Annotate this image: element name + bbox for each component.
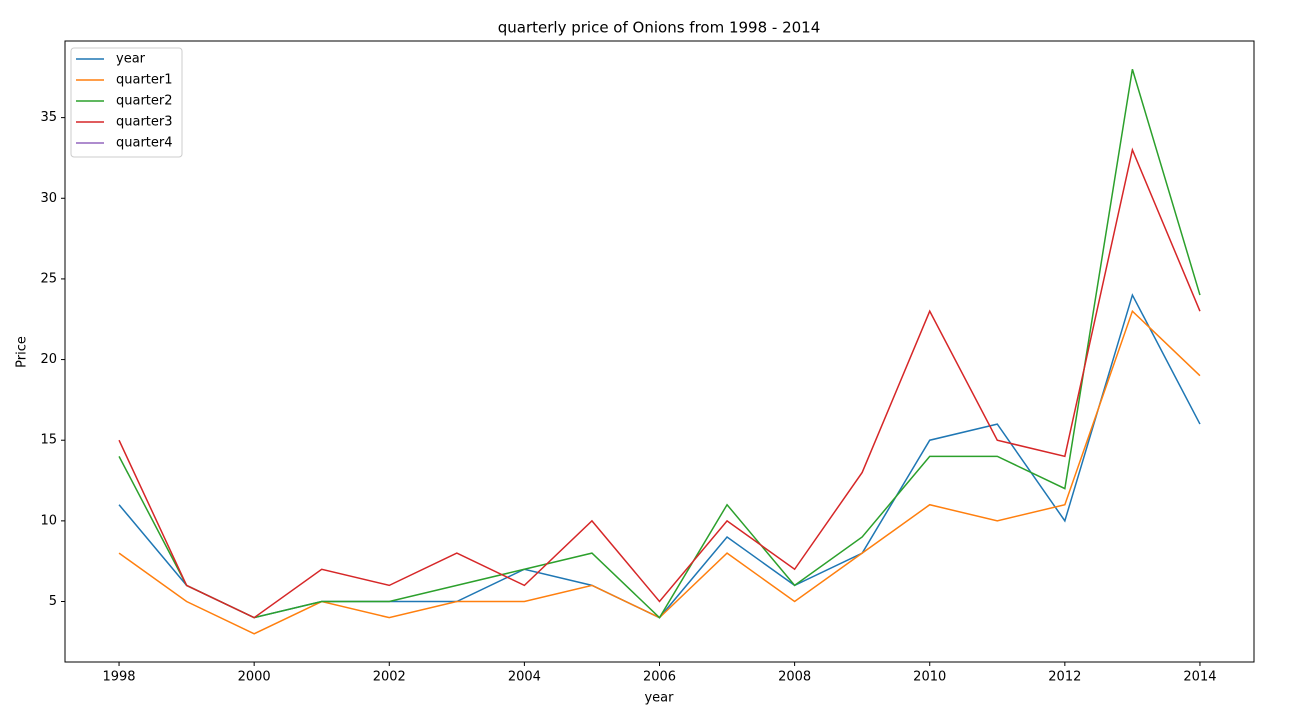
y-tick-label: 35	[40, 110, 57, 125]
y-tick-label: 10	[40, 513, 57, 528]
legend-box	[70, 47, 183, 158]
legend-label: quarter3	[116, 115, 173, 130]
x-tick-label: 2012	[1048, 670, 1081, 685]
x-tick-label: 2010	[913, 670, 946, 685]
y-tick-label: 20	[40, 352, 57, 367]
y-tick-label: 5	[49, 594, 57, 609]
series-line	[118, 69, 1201, 619]
legend-label: quarter4	[116, 136, 173, 151]
legend-label: year	[116, 52, 146, 67]
plot-frame	[64, 40, 1255, 663]
chart-title: quarterly price of Onions from 1998 - 20…	[498, 19, 821, 37]
x-tick-label: 2002	[373, 670, 406, 685]
x-tick-label: 2014	[1183, 670, 1216, 685]
series-line	[118, 293, 1201, 619]
x-tick-label: 1998	[102, 670, 135, 685]
y-tick-label: 25	[40, 271, 57, 286]
legend-label: quarter1	[116, 73, 173, 88]
y-tick-label: 30	[40, 191, 57, 206]
x-tick-label: 2008	[778, 670, 811, 685]
x-tick-label: 2006	[643, 670, 676, 685]
y-tick-label: 15	[40, 433, 57, 448]
y-axis-label: Price	[15, 336, 30, 368]
series-line	[118, 147, 1201, 619]
legend-label: quarter2	[116, 94, 173, 109]
series-line	[118, 309, 1201, 635]
x-axis-label: year	[644, 691, 674, 706]
x-tick-label: 2004	[508, 670, 541, 685]
x-tick-label: 2000	[238, 670, 271, 685]
